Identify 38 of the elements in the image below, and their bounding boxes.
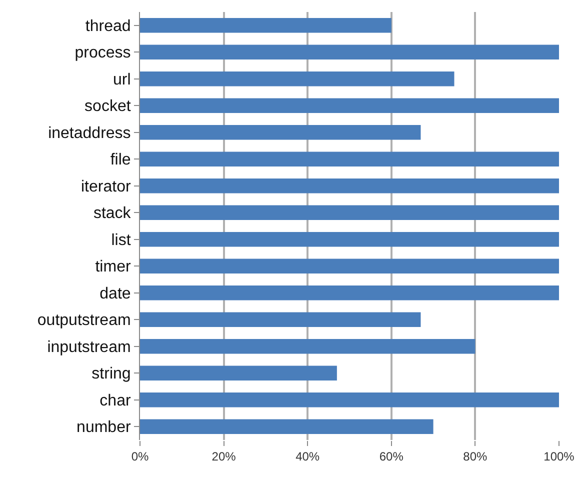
bar: [140, 205, 559, 220]
x-tick-label: 100%: [544, 449, 575, 464]
y-tick-label: inetaddress: [48, 124, 131, 142]
x-tick-label: 60%: [379, 449, 404, 464]
x-tick-label: 40%: [296, 449, 320, 464]
y-tick-label: stack: [93, 205, 132, 222]
y-tick-label: char: [100, 392, 132, 410]
x-tick-label: 20%: [212, 449, 236, 464]
bar: [140, 419, 434, 434]
bar: [140, 312, 421, 327]
bar: [140, 178, 559, 194]
y-tick-label: string: [92, 366, 131, 383]
bar: [140, 44, 559, 60]
y-tick-label: date: [100, 285, 131, 302]
y-tick-label: timer: [95, 258, 132, 276]
y-tick-label: process: [74, 44, 131, 62]
y-tick-label: iterator: [81, 178, 132, 196]
y-tick-label: url: [113, 71, 131, 88]
bar: [140, 366, 337, 380]
y-tick-label: thread: [85, 18, 131, 35]
y-tick-label: file: [110, 152, 131, 169]
bar: [140, 392, 559, 408]
y-tick-label: number: [76, 419, 132, 436]
bar: [140, 286, 559, 300]
bar: [140, 72, 454, 86]
bar: [140, 152, 559, 166]
y-tick-label: outputstream: [37, 312, 131, 330]
x-tick-label: 80%: [463, 449, 488, 464]
bar: [140, 98, 559, 113]
bar: [140, 125, 421, 140]
bar: [140, 339, 476, 354]
bar: [140, 18, 392, 33]
y-tick-label: inputstream: [47, 338, 131, 356]
bar: [140, 232, 559, 247]
x-tick-label: 0%: [131, 449, 149, 464]
y-tick-label: socket: [84, 98, 132, 116]
y-tick-label: list: [111, 232, 132, 249]
bar: [140, 258, 559, 274]
